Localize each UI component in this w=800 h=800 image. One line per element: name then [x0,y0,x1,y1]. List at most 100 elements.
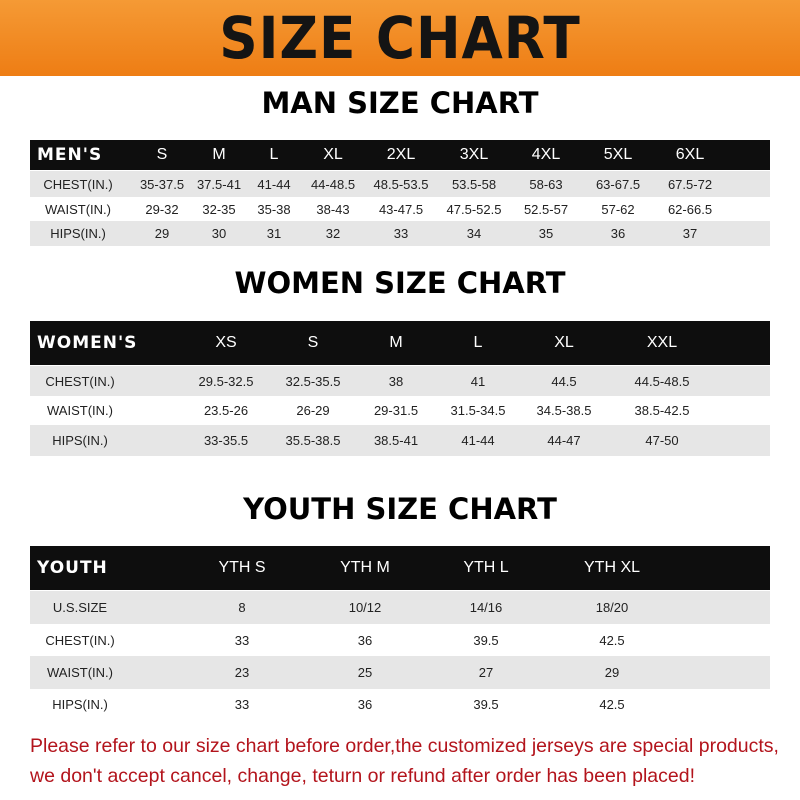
size-column-header: S [307,334,319,351]
size-column-header: YTH XL [583,559,641,576]
table-cell: 33-35.5 [203,433,249,448]
table-cell: 27 [478,665,494,680]
size-column-header: YTH L [463,559,509,576]
table-cell: 29-32 [145,201,179,217]
row-label: HIPS(IN.) [52,433,108,448]
table-cell: 29 [604,665,620,680]
table-cell: 33 [393,226,409,241]
size-column-header: L [269,146,279,163]
table-cell: 35.5-38.5 [285,433,341,448]
notice-line-1: Please refer to our size chart before or… [30,735,779,757]
table-cell: 10/12 [348,600,382,615]
size-column-header: M [212,146,226,163]
table-cell: 42.5 [599,696,625,712]
table-cell: 53.5-58 [451,176,497,192]
table-cell: 42.5 [599,632,625,648]
row-label: CHEST(IN.) [45,632,115,648]
banner-title: SIZE CHART [219,4,581,72]
table-cell: 47-50 [645,433,679,448]
row-label: HIPS(IN.) [52,696,108,712]
size-column-header: 2XL [386,146,416,163]
table-cell: 32 [325,226,341,241]
row-label: WAIST(IN.) [47,403,113,418]
table-cell: 44-47 [547,433,581,448]
table-cell: 44-48.5 [310,176,356,192]
table-cell: 39.5 [473,632,499,648]
table-cell: 18/20 [595,600,629,615]
table-cell: 8 [238,600,246,615]
youth-section-title: YOUTH SIZE CHART [243,492,557,526]
men-section-title: MAN SIZE CHART [261,86,539,120]
notice-line-2: we don't accept cancel, change, teturn o… [30,765,695,787]
row-label: WAIST(IN.) [47,665,113,680]
table-cell: 67.5-72 [667,176,713,192]
size-column-header: XL [323,146,343,163]
table-cell: 38 [388,373,404,389]
table-cell: 25 [357,665,373,680]
table-cell: 36 [357,632,373,648]
table-cell: 41-44 [257,176,291,192]
table-cell: 41-44 [461,433,495,448]
table-cell: 34.5-38.5 [536,403,592,418]
table-cell: 36 [610,226,626,241]
men-header-label: MEN'S [37,145,103,165]
table-cell: 33 [234,696,250,712]
table-cell: 29-31.5 [373,403,419,418]
table-cell: 47.5-52.5 [446,201,502,217]
table-row: CHEST(IN.) 29.5-32.5 32.5-35.5 38 41 44.5 44.5… [30,366,770,396]
table-row: WAIST(IN.) 23.5-26 26-29 29-31.5 31.5-34.5 34… [30,396,770,425]
size-column-header: S [156,146,168,163]
table-cell: 37 [682,226,698,241]
table-cell: 35-38 [257,201,291,217]
table-cell: 37.5-41 [196,176,242,192]
table-cell: 23.5-26 [203,403,249,418]
table-cell: 41 [470,373,486,389]
table-row: U.S.SIZE 8 10/12 14/16 18/20 [30,591,770,624]
women-header-label: WOMEN'S [37,333,138,353]
table-cell: 63-67.5 [595,176,641,192]
table-cell: 31.5-34.5 [450,403,506,418]
table-cell: 33 [234,632,250,648]
size-column-header: XL [554,334,574,351]
table-row: WAIST(IN.) 23 25 27 29 [30,656,770,689]
table-cell: 38.5-41 [373,433,419,448]
table-cell: 52.5-57 [523,201,569,217]
size-column-header: YTH M [340,559,390,576]
table-cell: 26-29 [296,403,330,418]
women-section-title: WOMEN SIZE CHART [234,266,566,300]
table-row: CHEST(IN.) 35-37.5 37.5-41 41-44 44-48.5 48.5… [30,171,770,197]
youth-header-row: YOUTH YTH S YTH M YTH L YTH XL [30,546,770,590]
table-cell: 31 [266,226,282,241]
table-cell: 38-43 [316,201,350,217]
table-cell: 34 [466,226,482,241]
youth-header-label: YOUTH [37,558,108,578]
table-cell: 35 [538,226,554,241]
size-column-header: 3XL [459,146,489,163]
table-cell: 44.5 [551,373,577,389]
men-header-row: MEN'S S M L XL 2XL 3XL 4XL 5XL 6XL [30,140,770,170]
size-column-header: XXL [646,334,678,351]
table-cell: 38.5-42.5 [634,403,690,418]
table-row: HIPS(IN.) 29 30 31 32 33 34 35 36 37 [30,221,770,246]
table-row: WAIST(IN.) 29-32 32-35 35-38 38-43 43-47.5 47.… [30,197,770,221]
table-cell: 29 [154,226,170,241]
table-cell: 44.5-48.5 [634,373,690,389]
size-column-header: M [389,334,403,351]
table-cell: 14/16 [469,600,503,615]
row-label: CHEST(IN.) [45,373,115,389]
size-column-header: L [473,334,483,351]
table-cell: 30 [211,226,227,241]
size-column-header: 4XL [531,146,561,163]
table-cell: 39.5 [473,696,499,712]
table-cell: 32.5-35.5 [285,373,341,389]
size-column-header: YTH S [218,559,266,576]
size-column-header: XS [215,334,237,351]
table-cell: 36 [357,696,373,712]
table-cell: 35-37.5 [139,176,185,192]
row-label: HIPS(IN.) [50,226,106,241]
table-cell: 23 [234,665,250,680]
table-cell: 58-63 [529,176,563,192]
table-cell: 29.5-32.5 [198,373,254,389]
size-column-header: 6XL [675,146,705,163]
row-label: WAIST(IN.) [45,201,111,217]
